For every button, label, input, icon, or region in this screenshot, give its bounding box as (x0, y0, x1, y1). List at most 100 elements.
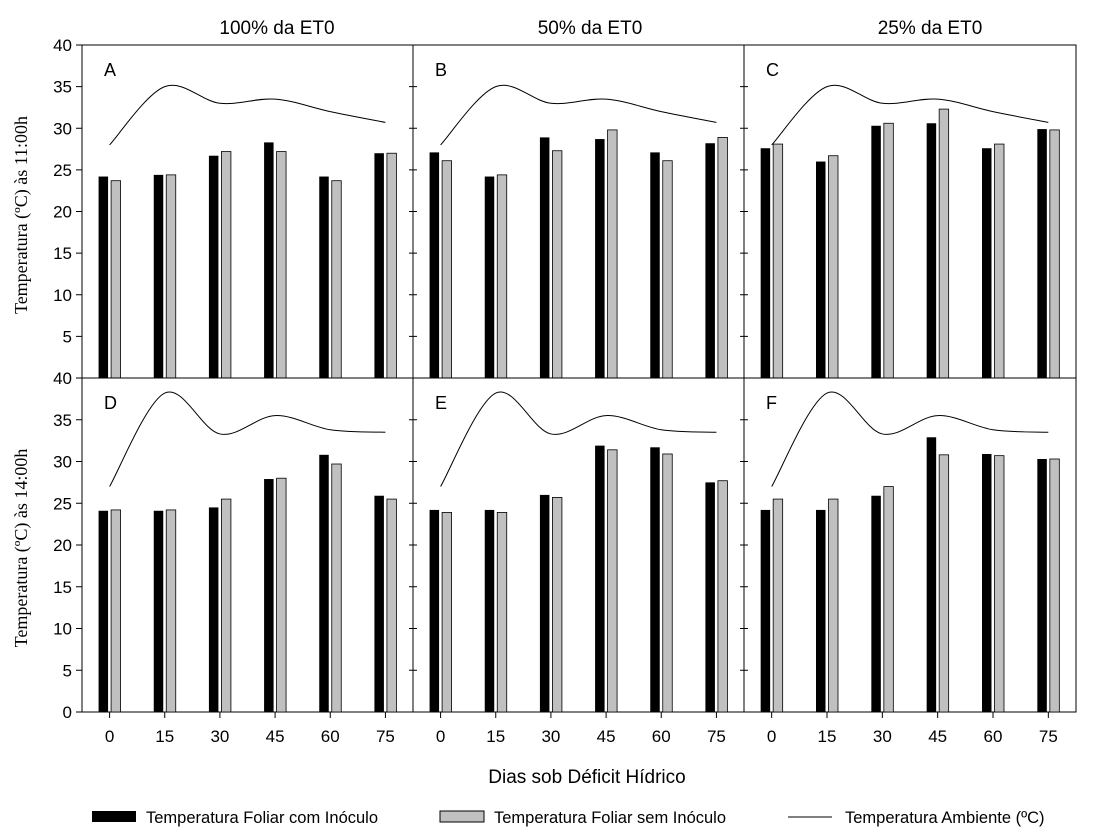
x-tick-label: 30 (210, 727, 229, 746)
bar-com-B-30 (539, 137, 550, 378)
bar-com-F-75 (1037, 458, 1047, 712)
legend-label-amb: Temperatura Ambiente (ºC) (845, 809, 1045, 827)
bar-sem-E-30 (552, 497, 563, 713)
legend-swatch-com (92, 811, 136, 822)
x-tick-label: 0 (105, 727, 114, 746)
bar-sem-D-30 (221, 498, 232, 713)
column-title-50: 50% da ET0 (538, 18, 643, 39)
bar-sem-D-75 (386, 498, 397, 713)
bar-com-A-30 (208, 155, 219, 378)
panel-frame-D (81, 377, 414, 713)
bar-com-D-45 (264, 479, 274, 712)
bar-com-A-0 (98, 176, 109, 378)
bar-sem-D-0 (110, 509, 121, 713)
bar-com-D-75 (374, 495, 384, 712)
x-tick-label: 45 (597, 727, 616, 746)
y-tick-label: 30 (53, 453, 72, 472)
bar-com-A-45 (264, 142, 274, 378)
y-tick-label: 25 (53, 494, 72, 513)
bar-sem-D-45 (276, 477, 287, 713)
y-tick-label: 10 (53, 620, 72, 639)
panel-letter-D: D (104, 393, 117, 413)
x-tick-label: 45 (928, 727, 947, 746)
ambient-line-B (440, 84, 717, 146)
bar-com-C-75 (1037, 129, 1047, 378)
bar-sem-F-0 (772, 498, 784, 713)
bar-com-B-60 (650, 152, 660, 378)
x-tick-label: 30 (873, 727, 892, 746)
bar-sem-B-0 (441, 160, 452, 379)
y-tick-label: 35 (53, 411, 72, 430)
y-tick-label: 15 (53, 244, 72, 263)
bar-com-C-0 (760, 148, 771, 378)
panel-E: E 0 15 30 45 60 75 (409, 377, 745, 746)
bar-com-F-15 (816, 509, 826, 712)
panel-B: B (409, 44, 745, 379)
bar-com-C-45 (926, 123, 937, 378)
x-tick-label: 45 (266, 727, 285, 746)
bar-sem-B-45 (607, 129, 618, 379)
bar-sem-F-60 (994, 455, 1005, 713)
panel-frame-B (412, 44, 745, 379)
bar-sem-C-0 (772, 143, 784, 379)
bar-sem-C-15 (828, 155, 839, 379)
bar-com-D-15 (153, 510, 164, 712)
panel-letter-E: E (435, 393, 447, 413)
panel-frame-A (81, 44, 414, 379)
x-tick-label: 0 (436, 727, 445, 746)
x-tick-label: 60 (321, 727, 340, 746)
bar-sem-A-45 (276, 151, 287, 379)
bar-sem-B-75 (717, 137, 728, 379)
y-tick-label: 40 (53, 369, 72, 388)
y-tick-label: 40 (53, 36, 72, 55)
x-tick-label: 15 (486, 727, 505, 746)
bar-sem-E-45 (607, 449, 618, 713)
bar-sem-C-75 (1049, 129, 1060, 379)
panel-letter-B: B (435, 60, 447, 80)
bar-com-F-30 (871, 495, 881, 712)
x-tick-label: 60 (984, 727, 1003, 746)
bar-sem-C-30 (883, 122, 894, 379)
bar-sem-B-15 (496, 174, 508, 379)
y-tick-label: 10 (53, 286, 72, 305)
panel-C: C (740, 44, 1077, 379)
x-tick-label: 30 (541, 727, 560, 746)
ambient-line-D (109, 391, 386, 487)
bar-sem-E-15 (496, 512, 508, 713)
bar-sem-A-75 (386, 152, 397, 379)
bar-sem-F-75 (1049, 458, 1060, 713)
chart-panels: A 5 10 15 20 25 30 35 40 B C D 0 5 10 15 20 25 30 35 40 0 15 30… (53, 36, 1077, 746)
bar-com-E-75 (705, 482, 715, 712)
bar-com-D-60 (319, 454, 329, 712)
bar-com-A-60 (319, 176, 329, 378)
x-tick-label: 60 (652, 727, 671, 746)
x-tick-label: 15 (155, 727, 174, 746)
ambient-line-F (771, 391, 1049, 487)
bar-com-B-45 (595, 139, 605, 378)
bar-com-B-0 (429, 152, 440, 378)
bar-sem-F-15 (828, 498, 839, 713)
bar-sem-A-15 (165, 174, 177, 379)
bar-com-E-30 (539, 494, 550, 712)
y-tick-label: 20 (53, 536, 72, 555)
bar-com-D-0 (98, 510, 109, 712)
panel-frame-E (412, 377, 745, 713)
x-tick-label: 75 (1039, 727, 1058, 746)
ambient-line-A (109, 84, 386, 146)
bar-com-E-45 (595, 445, 605, 712)
y-tick-label: 35 (53, 78, 72, 97)
bar-com-B-15 (484, 176, 495, 378)
legend-swatch-sem (439, 810, 485, 823)
bar-com-E-0 (429, 509, 440, 712)
column-title-100: 100% da ET0 (219, 18, 334, 39)
panel-frame-C (743, 44, 1077, 379)
bar-sem-E-0 (441, 512, 452, 713)
y-tick-label: 20 (53, 203, 72, 222)
column-title-25: 25% da ET0 (878, 18, 983, 39)
legend: Temperatura Foliar com Inóculo Temperatu… (92, 809, 1045, 827)
bar-com-C-30 (871, 125, 881, 378)
bar-sem-D-15 (165, 509, 177, 713)
bar-sem-B-30 (552, 150, 563, 379)
y-tick-label: 25 (53, 161, 72, 180)
y-axis-label-14h: Temperatura (ºC) às 14:00h (11, 449, 32, 648)
